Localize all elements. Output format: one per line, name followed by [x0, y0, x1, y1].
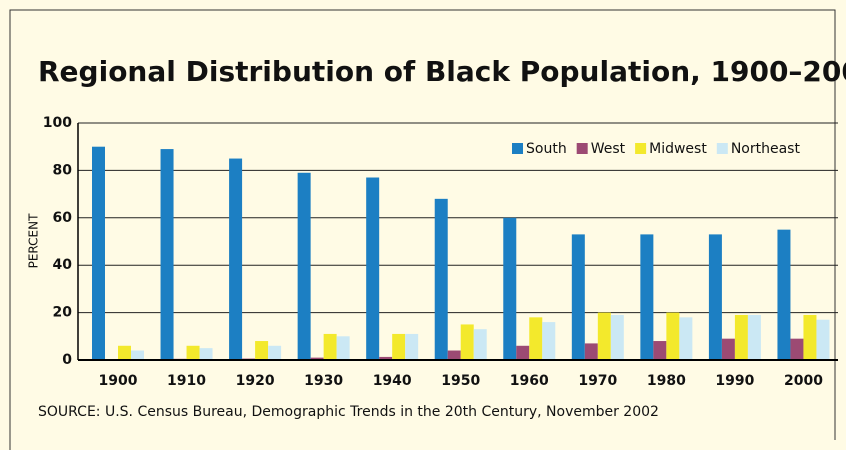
- bar: [323, 333, 337, 360]
- legend-label: West: [591, 141, 626, 157]
- legend-label: South: [526, 141, 567, 157]
- bar: [571, 234, 585, 360]
- bar: [160, 149, 174, 360]
- source: SOURCE: U.S. Census Bureau, Demographic …: [38, 404, 659, 420]
- bar: [597, 312, 611, 360]
- x-tick-label: 1920: [236, 373, 275, 389]
- bar: [473, 329, 487, 360]
- bar: [268, 345, 282, 360]
- bar: [666, 312, 680, 360]
- bar: [405, 333, 419, 360]
- bar: [747, 314, 761, 360]
- y-tick-label: 40: [53, 257, 73, 273]
- legend-swatch: [512, 143, 523, 154]
- frame: [9, 9, 836, 450]
- y-axis-label: PERCENT: [27, 213, 41, 268]
- bar: [392, 333, 406, 360]
- bar: [434, 198, 448, 360]
- x-tick-label: 1970: [578, 373, 617, 389]
- y-tick-label: 80: [53, 162, 73, 178]
- bar: [679, 317, 693, 360]
- y-tick-label: 60: [53, 210, 73, 226]
- y-tick-label: 100: [43, 115, 72, 131]
- bar: [816, 319, 830, 360]
- legend-swatch: [635, 143, 647, 154]
- legend-label: Northeast: [731, 141, 801, 157]
- bar: [542, 322, 556, 360]
- bar: [777, 229, 791, 360]
- bar: [584, 343, 598, 360]
- x-tick-label: 1900: [99, 373, 138, 389]
- legend-swatch: [716, 143, 728, 154]
- x-tick-label: 1960: [510, 373, 549, 389]
- bar: [92, 146, 105, 360]
- bar: [708, 234, 722, 360]
- legend-label: Midwest: [649, 141, 707, 157]
- bar: [366, 177, 380, 360]
- bar: [199, 348, 213, 360]
- bar: [310, 357, 324, 360]
- bar: [131, 350, 144, 360]
- x-tick-label: 1980: [647, 373, 686, 389]
- bar: [640, 234, 654, 360]
- chart-title: Regional Distribution of Black Populatio…: [38, 55, 846, 88]
- bar: [516, 345, 530, 360]
- bar: [803, 314, 817, 360]
- bar: [721, 338, 735, 360]
- bar: [529, 317, 543, 360]
- bar: [447, 350, 461, 360]
- bar: [653, 341, 667, 360]
- bar: [379, 356, 393, 360]
- bar: [503, 217, 517, 360]
- x-tick-label: 2000: [784, 373, 823, 389]
- x-tick-label: 1930: [304, 373, 343, 389]
- x-tick-label: 1990: [715, 373, 754, 389]
- bar: [336, 336, 350, 360]
- x-tick-label: 1950: [441, 373, 480, 389]
- x-tick-label: 1940: [373, 373, 412, 389]
- bar: [610, 314, 624, 360]
- y-tick-label: 0: [62, 352, 72, 368]
- bar: [255, 341, 269, 360]
- legend-swatch: [576, 143, 588, 154]
- bar: [790, 338, 804, 360]
- x-tick-label: 1910: [167, 373, 206, 389]
- bar: [734, 314, 748, 360]
- y-tick-label: 20: [53, 305, 73, 321]
- bar: [229, 158, 243, 360]
- bar: [297, 172, 311, 360]
- bar: [118, 345, 131, 360]
- bar: [186, 345, 200, 360]
- bar: [460, 324, 474, 360]
